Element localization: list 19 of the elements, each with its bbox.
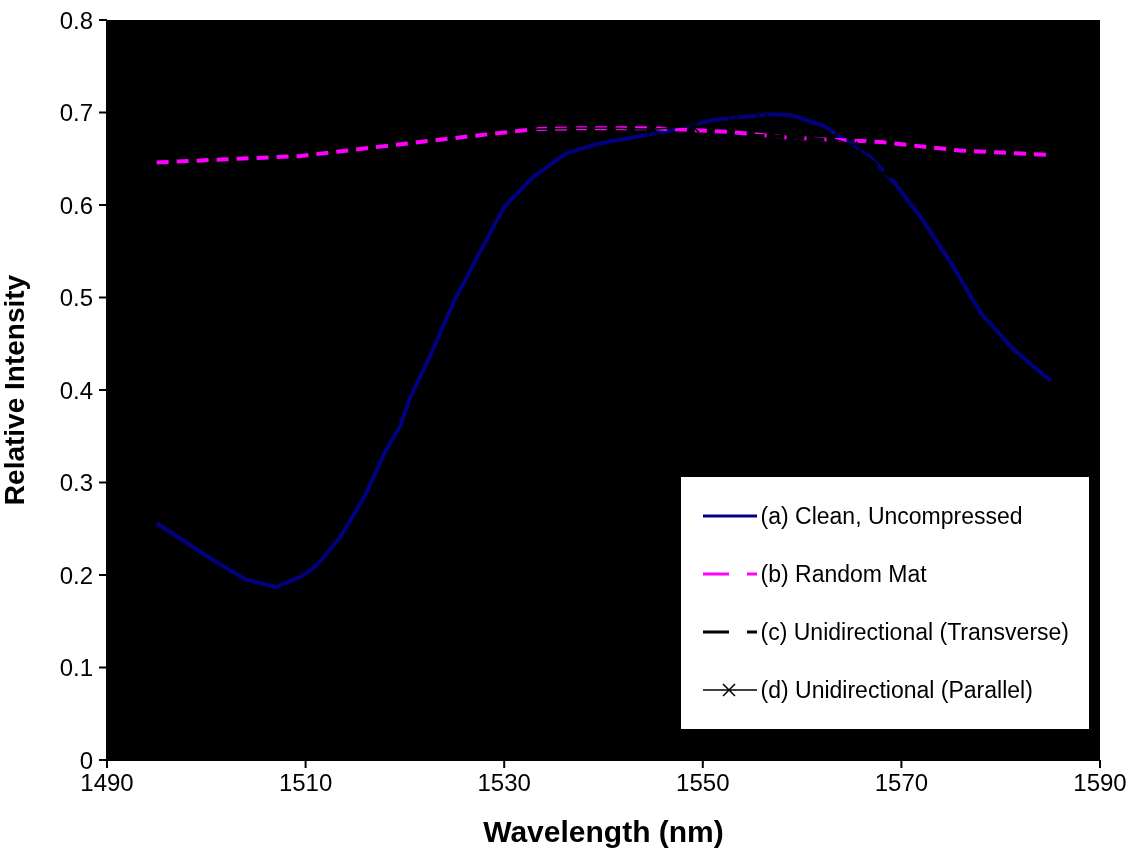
y-tick-label: 0.2 [59,561,93,589]
y-tick-label: 0.5 [59,284,93,312]
legend-label: (a) Clean, Uncompressed [760,502,1023,530]
y-tick-label: 0.1 [59,654,93,682]
x-tick-label: 1550 [676,769,730,797]
x-tick-label: 1510 [278,769,333,797]
x-tick-label: 1570 [874,769,929,797]
y-tick-label: 0.8 [59,6,93,34]
y-tick-label: 0.7 [59,99,93,127]
y-axis-title: Relative Intensity [0,274,30,506]
legend-label: (d) Unidirectional (Parallel) [760,676,1033,704]
y-tick-label: 0.4 [59,376,93,404]
x-tick-label: 1530 [477,769,531,797]
y-tick-label: 0.6 [59,191,93,219]
x-axis-title: Wavelength (nm) [483,815,724,848]
legend-label: (b) Random Mat [760,560,927,588]
x-tick-label: 1590 [1073,769,1127,797]
legend-label: (c) Unidirectional (Transverse) [760,618,1069,646]
y-tick-label: 0.3 [59,469,93,497]
